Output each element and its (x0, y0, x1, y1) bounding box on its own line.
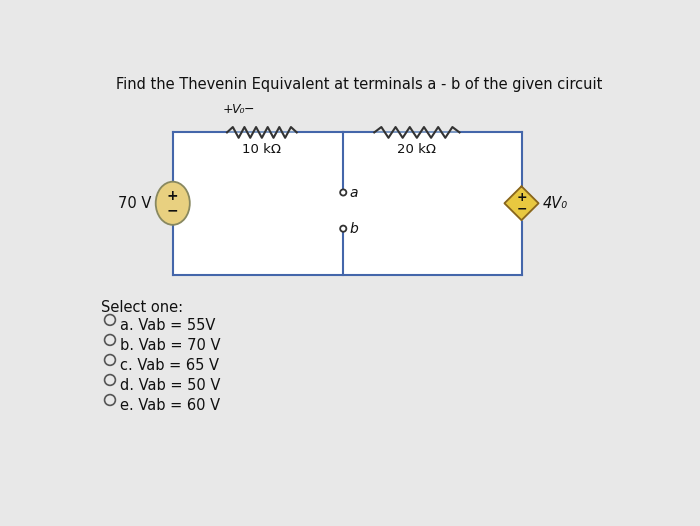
Text: 70 V: 70 V (118, 196, 151, 211)
Text: 20 kΩ: 20 kΩ (398, 143, 436, 156)
Text: −: − (244, 103, 254, 116)
Text: −: − (517, 202, 526, 215)
Polygon shape (505, 186, 538, 220)
Circle shape (340, 226, 346, 232)
Text: +: + (167, 189, 178, 204)
FancyBboxPatch shape (173, 133, 522, 275)
Text: b. Vab = 70 V: b. Vab = 70 V (120, 338, 220, 353)
Text: c. Vab = 65 V: c. Vab = 65 V (120, 358, 219, 373)
Text: −: − (167, 203, 178, 217)
Text: d. Vab = 50 V: d. Vab = 50 V (120, 378, 220, 393)
Text: 10 kΩ: 10 kΩ (242, 143, 281, 156)
Circle shape (340, 189, 346, 196)
Ellipse shape (155, 181, 190, 225)
Text: +: + (223, 103, 234, 116)
Text: a. Vab = 55V: a. Vab = 55V (120, 318, 216, 333)
Text: a: a (349, 186, 358, 200)
Text: Find the Thevenin Equivalent at terminals a - b of the given circuit: Find the Thevenin Equivalent at terminal… (116, 77, 602, 92)
Text: +: + (516, 191, 527, 205)
Text: b: b (349, 222, 358, 237)
Text: V₀: V₀ (231, 103, 244, 116)
Text: Select one:: Select one: (102, 300, 183, 315)
Text: 4V₀: 4V₀ (543, 196, 568, 211)
Text: e. Vab = 60 V: e. Vab = 60 V (120, 398, 220, 413)
